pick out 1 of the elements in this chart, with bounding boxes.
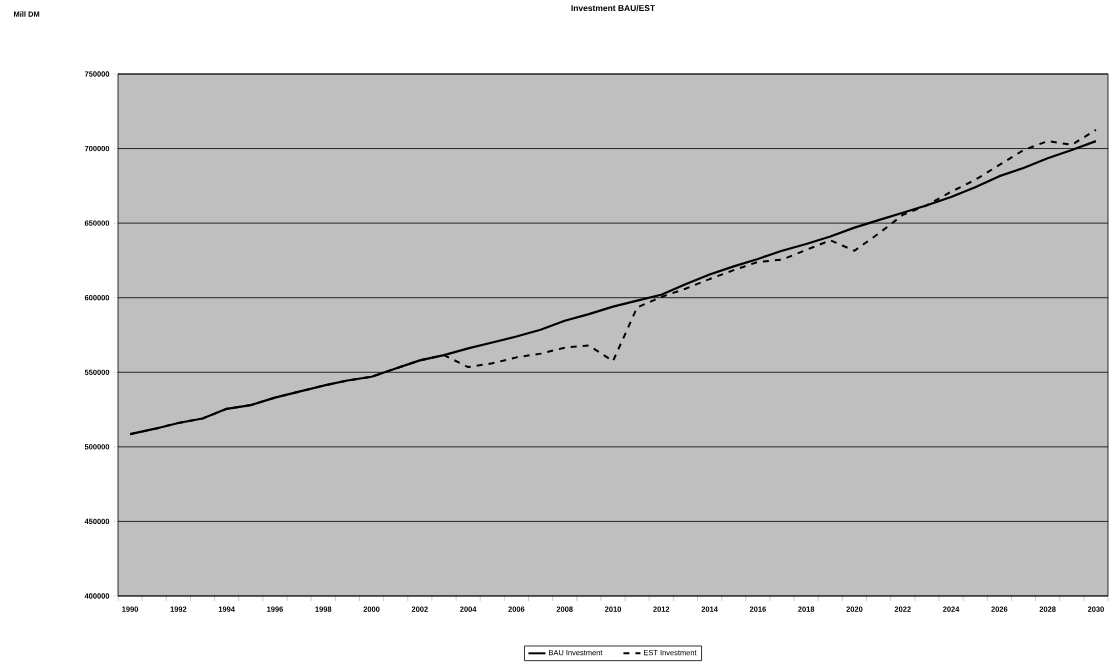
chart-title: Investment BAU/EST bbox=[571, 4, 656, 12]
